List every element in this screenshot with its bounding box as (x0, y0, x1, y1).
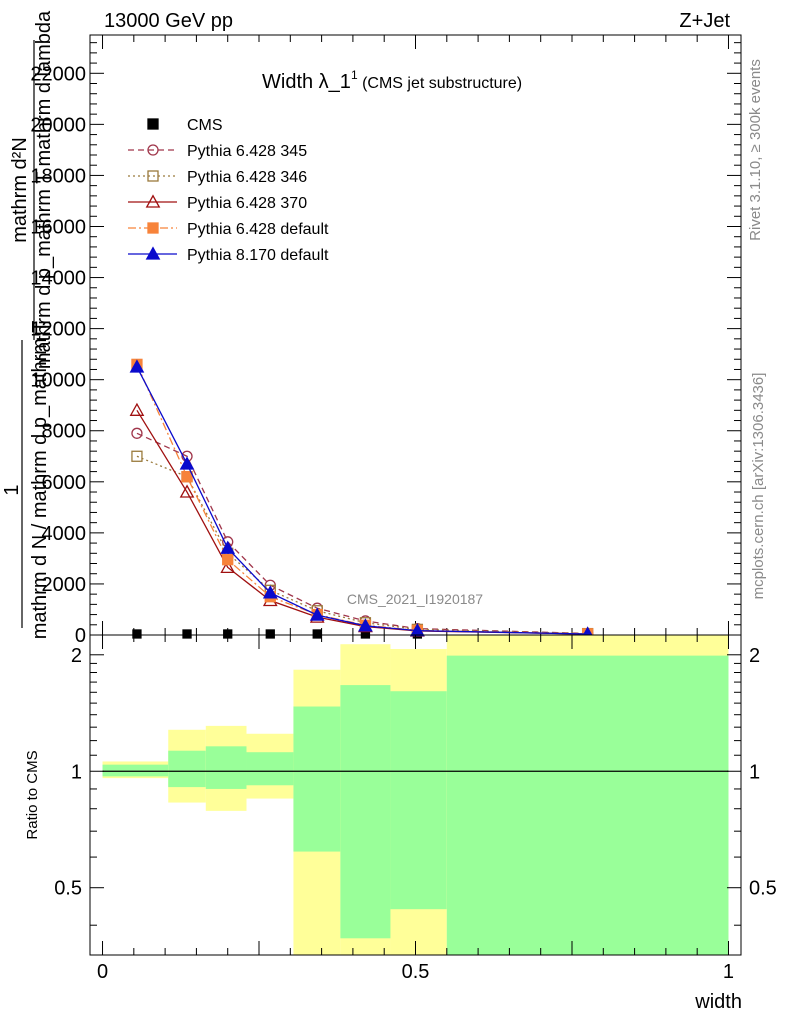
ylabel-num: mathrm d²N (9, 137, 31, 243)
main-title-text: Width λ_1 (262, 71, 351, 93)
y-tick-label: 4000 (42, 523, 87, 545)
data-point-p8def (262, 585, 278, 599)
legend-label-p8def: Pythia 8.170 default (187, 247, 329, 264)
main-series (129, 358, 595, 640)
x-tick-label: 0 (97, 961, 108, 983)
data-point-p8def (309, 607, 325, 621)
legend-marker-p345 (147, 144, 159, 156)
data-point-p346 (131, 450, 143, 462)
ratio-y-tick-label: 1 (71, 761, 82, 783)
y-tick-label: 20000 (30, 114, 86, 136)
x-axis-label: width (694, 991, 742, 1013)
ratio-frame (89, 634, 742, 956)
main-title-sup: 1 (351, 68, 358, 82)
mcplots-label: mcplots.cern.ch [arXiv:1306.3436] (750, 373, 767, 600)
data-point-cms (265, 629, 275, 639)
ratio-y-tick-label-right: 0.5 (749, 878, 777, 900)
rivet-label: Rivet 3.1.10, ≥ 300k events (747, 59, 764, 241)
data-point-p8def (220, 540, 236, 554)
main-plot: 0 2000 4000 6000 8000 10000 12000 14000 16000 180… (1, 10, 742, 647)
ratio-band-inner (102, 764, 169, 777)
series-p8def (129, 359, 595, 640)
main-title-suffix: (CMS jet substructure) (358, 75, 522, 92)
y-tick-label: 16000 (30, 216, 86, 238)
legend-label-p345: Pythia 6.428 345 (187, 143, 307, 160)
data-point-p6def (222, 554, 234, 566)
y-tick-label: 22000 (30, 63, 86, 85)
data-point-p8def (129, 359, 145, 373)
legend-marker-p8def (145, 246, 161, 260)
y-tick-label: 12000 (30, 319, 86, 341)
legend-marker-p6def (147, 222, 159, 234)
data-point-p370 (129, 402, 145, 416)
x-tick-label: 0.5 (402, 961, 430, 983)
y-tick-label: 8000 (42, 421, 87, 443)
data-point-p8def (410, 623, 425, 637)
main-y-ticks: 0 2000 4000 6000 8000 10000 12000 14000 16000 180… (30, 35, 741, 647)
ratio-plot: 0.5 0.5 1 1 2 2 0 0.5 1 Ratio to CMS width (24, 634, 777, 1013)
data-point-cms (182, 629, 192, 639)
legend-marker-cms (147, 118, 159, 130)
ylabel-den: mathrm d p_mathrm T mathrm d lambda (33, 10, 55, 369)
ratio-band-inner (446, 655, 729, 955)
legend-entry-p370: Pythia 6.428 370 (128, 194, 307, 212)
header-left: 13000 GeV pp (104, 10, 233, 32)
ratio-bands (102, 635, 729, 955)
ratio-y-label: Ratio to CMS (24, 750, 41, 839)
legend-entry-p6def: Pythia 6.428 default (128, 221, 329, 238)
legend-entry-p8def: Pythia 8.170 default (128, 246, 329, 264)
series-p346 (131, 450, 594, 640)
main-title: Width λ_11 (CMS jet substructure) (262, 68, 522, 93)
series-line-p346 (136, 455, 588, 635)
legend-marker-p346 (147, 170, 159, 182)
data-point-p345 (131, 427, 143, 439)
watermark: CMS_2021_I1920187 (347, 591, 483, 607)
legend-label-cms: CMS (187, 117, 223, 134)
y-tick-label: 10000 (30, 370, 86, 392)
header-right: Z+Jet (679, 10, 730, 32)
ylabel-one: 1 (1, 484, 23, 495)
x-tick-label: 1 (723, 961, 734, 983)
ratio-band-inner (390, 691, 447, 910)
series-line-p8def (136, 366, 588, 635)
legend-entry-cms: CMS (147, 117, 223, 134)
legend-marker-p370 (145, 194, 161, 208)
ratio-y-tick-label: 2 (71, 645, 82, 667)
legend-label-p6def: Pythia 6.428 default (187, 221, 329, 238)
ratio-band-inner (340, 685, 391, 939)
data-point-p8def (179, 456, 195, 470)
y-tick-label: 2000 (42, 574, 87, 596)
legend-label-p346: Pythia 6.428 346 (187, 169, 307, 186)
legend-entry-p346: Pythia 6.428 346 (128, 169, 307, 186)
y-tick-label: 14000 (30, 268, 86, 290)
y-tick-label: 18000 (30, 165, 86, 187)
ratio-y-tick-label-right: 1 (749, 761, 760, 783)
data-point-cms (132, 629, 142, 639)
legend-entry-p345: Pythia 6.428 345 (128, 143, 307, 160)
data-point-p8def (358, 618, 373, 632)
data-point-p6def (181, 471, 193, 483)
data-point-p370 (179, 484, 195, 498)
ratio-ticks: 0.5 0.5 1 1 2 2 0 0.5 1 (54, 635, 777, 983)
series-line-p345 (136, 432, 588, 635)
ylabel-den2: mathrm d N / mathrm d p_mathrm T (29, 321, 51, 640)
y-tick-label: 6000 (42, 472, 87, 494)
ratio-band-inner (168, 750, 206, 788)
legend: CMS Pythia 6.428 345 Pythia 6.428 346 Pythi… (128, 117, 329, 264)
ratio-band-inner (293, 706, 341, 852)
legend-label-p370: Pythia 6.428 370 (187, 195, 307, 212)
ratio-y-tick-label-right: 2 (749, 645, 760, 667)
ratio-band-inner (205, 746, 247, 789)
y-tick-label: 0 (75, 625, 86, 647)
main-y-label: 1 mathrm d²N mathrm d p_mathrm T mathrm … (1, 10, 55, 639)
data-point-p370 (220, 559, 236, 573)
ratio-y-tick-label: 0.5 (54, 878, 82, 900)
ratio-band-inner (246, 752, 294, 786)
data-point-cms (312, 629, 322, 639)
